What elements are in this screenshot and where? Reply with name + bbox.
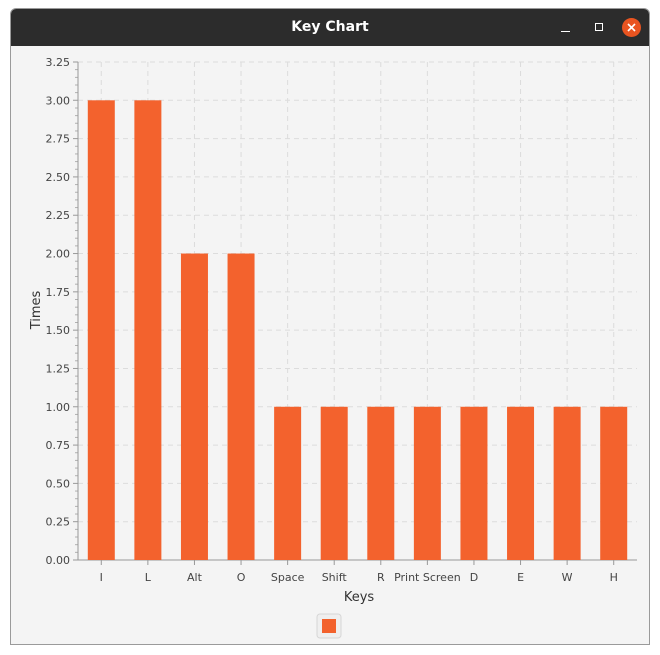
- window-title: Key Chart: [291, 19, 369, 35]
- x-tick-label: Print Screen: [394, 571, 461, 584]
- axes: [73, 61, 637, 565]
- bar-w: [553, 406, 581, 560]
- bar-i: [87, 100, 115, 561]
- bar-e: [507, 406, 535, 560]
- x-tick-label: H: [610, 571, 618, 584]
- chart-area: 0.00 0.25 0.50 0.75 1.00 1.25 1.50 1.75 2.00 2.25…: [11, 46, 649, 644]
- y-tick-label: 2.25: [46, 209, 71, 222]
- y-tick-label: 1.50: [46, 324, 71, 337]
- title-bar[interactable]: Key Chart: [11, 9, 649, 46]
- y-tick-label: 0.25: [46, 516, 71, 529]
- maximize-icon[interactable]: [590, 18, 609, 37]
- x-tick-label: Alt: [187, 571, 203, 584]
- bar-h: [600, 406, 628, 560]
- bar-space: [274, 406, 302, 560]
- x-tick-label: L: [145, 571, 152, 584]
- grid-lines: [78, 61, 637, 560]
- bar-o: [227, 253, 255, 561]
- y-tick-label: 0.50: [46, 477, 71, 490]
- bar-chart: 0.00 0.25 0.50 0.75 1.00 1.25 1.50 1.75 2.00 2.25…: [29, 56, 637, 639]
- bar-r: [367, 406, 395, 560]
- x-tick-label: D: [470, 571, 478, 584]
- x-tick-label: W: [562, 571, 573, 584]
- y-tick-label: 0.75: [46, 439, 71, 452]
- x-tick-label: Shift: [322, 571, 348, 584]
- bar-shift: [320, 406, 348, 560]
- bar-d: [460, 406, 488, 560]
- y-axis-label: Times: [29, 290, 44, 330]
- y-tick-label: 1.25: [46, 362, 71, 375]
- x-axis-label: Keys: [344, 590, 375, 605]
- legend-swatch: [322, 619, 336, 633]
- bar-l: [134, 100, 162, 561]
- x-tick-label: R: [377, 571, 385, 584]
- x-tick-label: I: [100, 571, 103, 584]
- y-tick-label: 2.00: [46, 248, 71, 261]
- y-tick-label: 3.00: [46, 94, 71, 107]
- close-icon[interactable]: [622, 18, 641, 37]
- bar-print-screen: [413, 406, 441, 560]
- y-tick-label: 0.00: [46, 554, 71, 567]
- y-tick-label: 1.75: [46, 286, 71, 299]
- x-tick-label: O: [237, 571, 246, 584]
- x-tick-label: Space: [271, 571, 305, 584]
- bars: [87, 100, 628, 561]
- y-tick-label: 3.25: [46, 56, 71, 69]
- legend: [316, 613, 342, 639]
- app-window: Key Chart 0.00 0.25 0.50 0.75 1.00 1.25 1.50 1.…: [10, 8, 650, 645]
- minimize-icon[interactable]: [556, 18, 575, 37]
- y-tick-label: 1.00: [46, 401, 71, 414]
- bar-alt: [180, 253, 208, 561]
- y-tick-label: 2.75: [46, 133, 71, 146]
- x-tick-label: E: [517, 571, 524, 584]
- tick-labels: 0.00 0.25 0.50 0.75 1.00 1.25 1.50 1.75 2.00 2.25…: [46, 56, 618, 584]
- y-tick-label: 2.50: [46, 171, 71, 184]
